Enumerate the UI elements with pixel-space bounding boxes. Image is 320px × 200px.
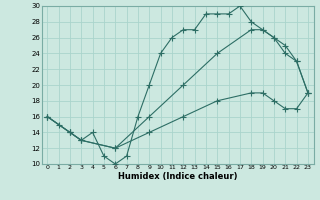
- X-axis label: Humidex (Indice chaleur): Humidex (Indice chaleur): [118, 172, 237, 181]
